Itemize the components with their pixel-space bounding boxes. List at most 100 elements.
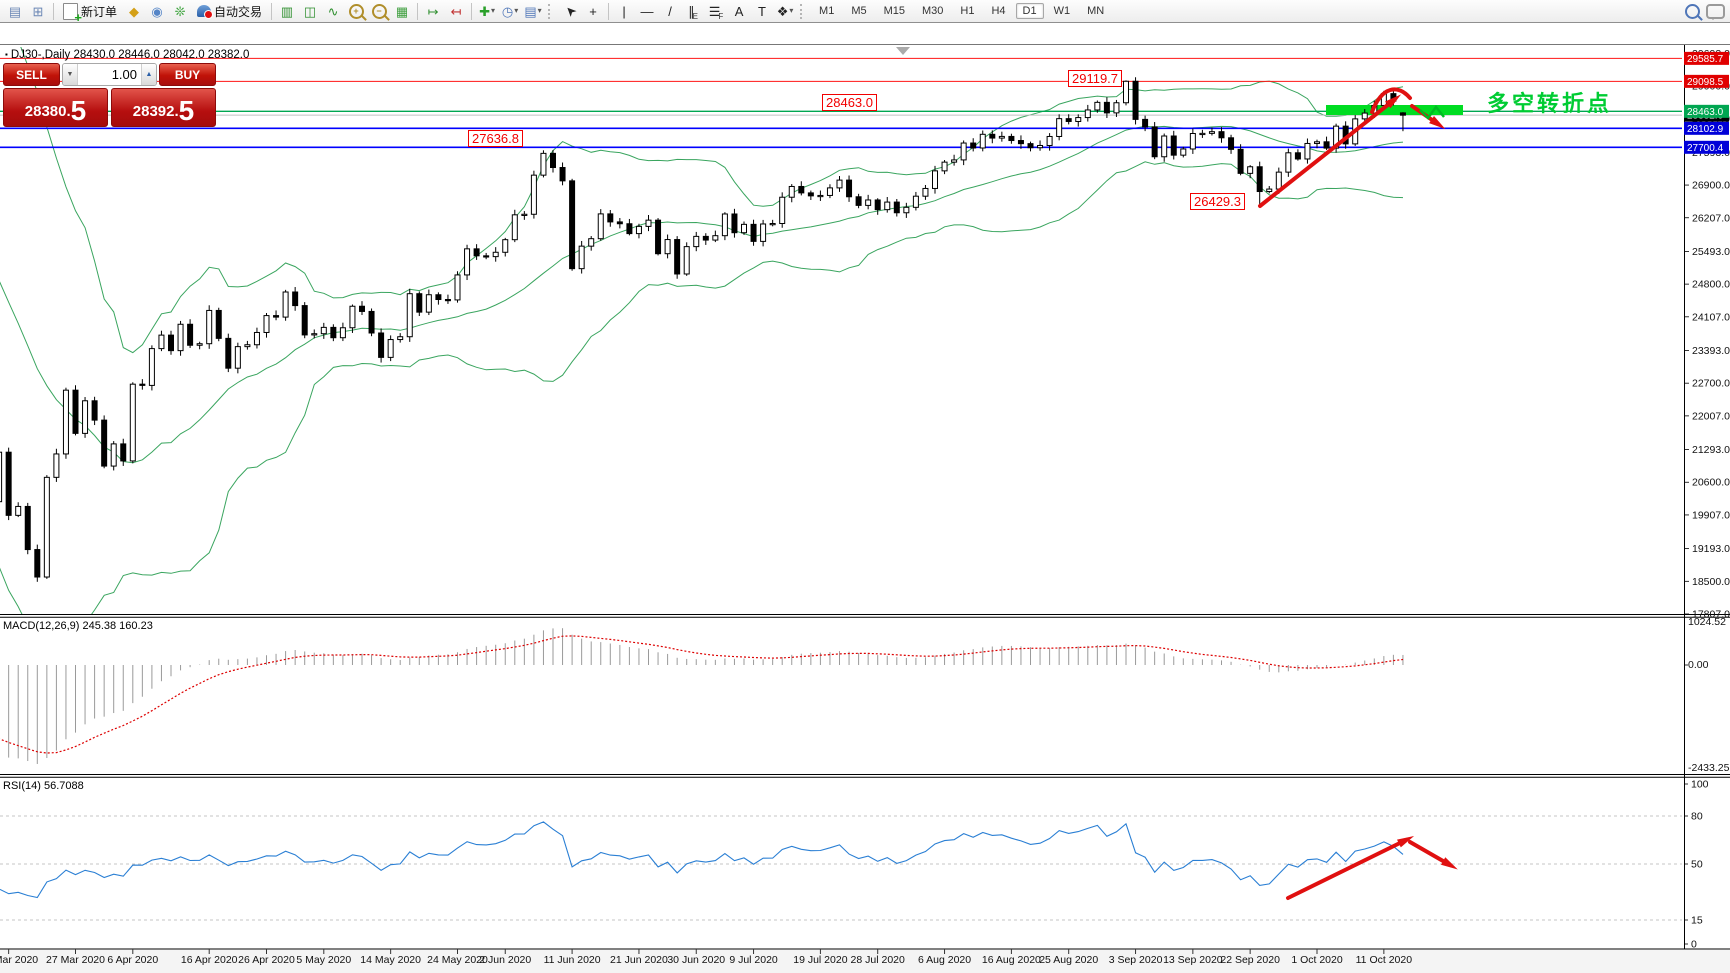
periods-icon[interactable]: ◷ ▾ <box>499 2 521 21</box>
fibonacci-icon[interactable]: ☰ F <box>705 2 727 21</box>
autotrading-button-label: 自动交易 <box>214 4 263 19</box>
turning-point-annotation[interactable]: 多空转折点 <box>1487 92 1613 117</box>
chart-shift-icon[interactable]: ↤ <box>445 2 467 21</box>
volume-increase-button[interactable]: ▲ <box>141 64 156 85</box>
bollinger-upper-band[interactable] <box>0 22 1404 354</box>
timeframe-d1[interactable]: D1 <box>1015 3 1044 19</box>
bollinger-lower-band[interactable] <box>0 161 1404 646</box>
timeframe-h1[interactable]: H1 <box>960 5 975 17</box>
candle-body <box>970 142 977 149</box>
timeframe-m5[interactable]: M5 <box>851 5 867 17</box>
date-tick-label: 25 Aug 2020 <box>1039 954 1098 966</box>
candle-body <box>368 310 375 334</box>
sell-button[interactable]: SELL <box>3 63 60 86</box>
auto-scroll-icon[interactable]: ↦ <box>422 2 444 21</box>
crosshair-icon[interactable]: + <box>582 2 604 21</box>
candle-body <box>1399 112 1406 116</box>
text-label-icon[interactable]: T <box>751 2 773 21</box>
buy-price-button[interactable]: 28392. 5 <box>111 88 216 127</box>
metaeditor-icon[interactable]: ◆ <box>123 2 145 21</box>
dropdown-caret-icon[interactable]: ▾ <box>537 6 542 15</box>
candle-body <box>807 192 814 197</box>
macd-indicator-label: MACD(12,26,9) 245.38 160.23 <box>3 620 153 632</box>
price-label-28463[interactable]: 28463.0 <box>822 94 877 111</box>
profiles-icon: ⊞ <box>32 3 44 19</box>
rsi-fall-arrowhead[interactable] <box>1441 857 1458 870</box>
sell-price-button[interactable]: 28380. 5 <box>3 88 108 127</box>
horizontal-line-icon[interactable]: — <box>636 2 658 21</box>
timeframe-w1[interactable]: W1 <box>1053 5 1071 17</box>
text-icon: A <box>734 3 744 19</box>
timeframe-m30[interactable]: M30 <box>922 5 944 17</box>
trend-arrow-hook[interactable] <box>1370 87 1412 114</box>
line-chart-icon[interactable]: ∿ <box>322 2 344 21</box>
price-label-29119[interactable]: 29119.7 <box>1068 70 1123 87</box>
dropdown-caret-icon[interactable]: ▾ <box>490 6 495 15</box>
chart-symbol-period: DJ30-,Daily <box>10 49 71 61</box>
rsi-scale-label: 80 <box>1691 811 1703 823</box>
pullback-arrowhead[interactable] <box>1429 116 1446 130</box>
arrows-icon[interactable]: ❖ ▾ <box>774 2 796 21</box>
search-icon[interactable] <box>1681 2 1703 21</box>
candle-body <box>1103 101 1110 114</box>
timeframe-mn[interactable]: MN <box>1087 5 1105 17</box>
bullish-trend-arrowhead[interactable] <box>1385 94 1402 109</box>
candle-body <box>741 223 747 234</box>
tile-windows-icon[interactable]: ▦ <box>391 2 413 21</box>
timeframe-h4[interactable]: H4 <box>991 5 1006 17</box>
candle-body <box>444 299 451 302</box>
candle-body <box>435 294 442 301</box>
date-tick-label: 6 Aug 2020 <box>918 954 971 966</box>
new-chart-icon[interactable]: ▤ <box>4 2 26 21</box>
candle-body <box>82 400 89 434</box>
price-label-27636[interactable]: 27636.8 <box>468 130 523 147</box>
candle-body <box>674 239 681 275</box>
bar-chart-icon[interactable]: ▥ <box>276 2 298 21</box>
templates-icon[interactable]: ▤ ▾ <box>522 2 544 21</box>
volume-input[interactable] <box>78 64 141 85</box>
cursor-icon[interactable]: ➤ <box>559 2 581 21</box>
price-label-26429[interactable]: 26429.3 <box>1190 193 1245 210</box>
strategy-tester-icon[interactable]: ◉ <box>146 2 168 21</box>
timeframe-m15[interactable]: M15 <box>883 5 905 17</box>
zoom-out-icon[interactable]: − <box>368 2 390 21</box>
candle-body <box>416 293 423 313</box>
price-badge-label: 28102.9 <box>1687 124 1724 135</box>
new-order-button[interactable]: 新订单 <box>58 2 122 25</box>
profiles-icon[interactable]: ⊞ <box>27 2 49 21</box>
rsi-rise-arrowhead[interactable] <box>1397 836 1415 848</box>
date-tick-label: 21 Jun 2020 <box>610 954 668 966</box>
chat-icon[interactable] <box>1704 2 1726 21</box>
candle-body <box>1151 126 1158 158</box>
timeframe-m1[interactable]: M1 <box>819 5 835 17</box>
bollinger-middle-band[interactable] <box>0 125 1404 464</box>
candle-body <box>731 213 738 234</box>
text-icon[interactable]: A <box>728 2 750 21</box>
green-zigzag-mark[interactable] <box>1419 104 1445 120</box>
bullish-trend-arrow[interactable] <box>1258 98 1396 208</box>
buy-button[interactable]: BUY <box>159 63 216 86</box>
zoom-in-icon[interactable]: + <box>345 2 367 21</box>
indicators-icon[interactable]: ✚ ▾ <box>476 2 498 21</box>
candle-body <box>1266 188 1273 193</box>
dropdown-caret-icon[interactable]: ▾ <box>789 6 794 15</box>
trendline-icon[interactable]: / <box>659 2 681 21</box>
candle-body <box>1161 135 1168 158</box>
candle-body <box>1142 118 1149 128</box>
autotrading-button[interactable]: 自动交易 <box>192 2 267 21</box>
dropdown-caret-icon[interactable]: ▾ <box>514 6 519 15</box>
rsi-rise-arrow[interactable] <box>1286 838 1408 900</box>
candle-body <box>1084 109 1091 119</box>
toolbar-drag-handle <box>548 3 555 19</box>
date-tick-label: 30 Jun 2020 <box>667 954 725 966</box>
signals-icon[interactable]: ❊ <box>169 2 191 21</box>
support-zone-rectangle[interactable] <box>1326 105 1463 115</box>
vertical-line-icon[interactable]: | <box>613 2 635 21</box>
date-tick-label: 26 Apr 2020 <box>238 954 295 966</box>
candle-body <box>1208 131 1215 134</box>
volume-decrease-button[interactable]: ▼ <box>63 64 78 85</box>
chart-shift-marker[interactable] <box>896 47 910 55</box>
equidistant-channel-icon[interactable]: ∥ E <box>682 2 704 21</box>
candle-body <box>846 179 853 198</box>
candlestick-chart-icon[interactable]: ◫ <box>299 2 321 21</box>
